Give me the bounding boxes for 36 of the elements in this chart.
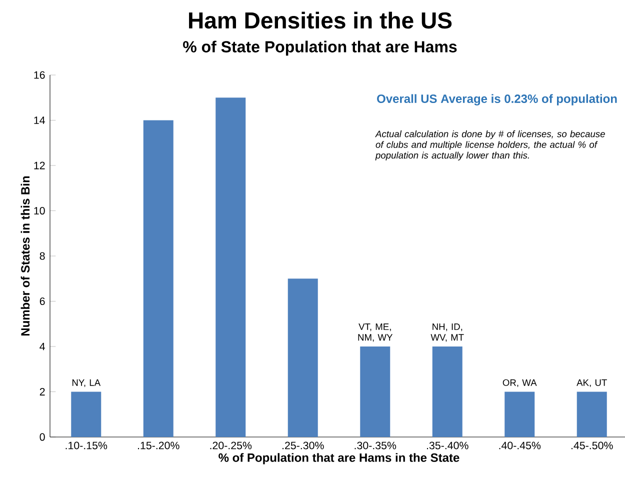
x-tick-label: .10-.15% xyxy=(66,442,108,450)
x-tick-label: .40-.45% xyxy=(499,442,541,450)
annotation: AK, UT xyxy=(576,379,607,388)
annotation: OR, WA xyxy=(502,379,537,388)
bar xyxy=(71,392,102,437)
y-axis-title: Number of States in this Bin xyxy=(20,176,30,336)
y-tick-label: 4 xyxy=(40,342,45,350)
y-tick-label: 6 xyxy=(40,297,45,306)
annotation: NY, LA xyxy=(72,379,101,388)
annotation: NH, ID, WV, MT xyxy=(430,324,464,342)
bar xyxy=(360,346,390,437)
annotation: VT, ME, NM, WY xyxy=(358,324,393,342)
bar xyxy=(504,392,535,437)
annotation: Actual calculation is done by # of licenses, so because of clubs and multiple license holders, the actual % of population is actually lower than this. xyxy=(375,130,605,160)
bar xyxy=(576,392,607,437)
bar xyxy=(143,120,174,437)
y-tick-label: 8 xyxy=(40,252,45,260)
bar xyxy=(432,346,462,437)
x-tick-label: .25-.30% xyxy=(282,442,324,450)
chart-title: Ham Densities in the US xyxy=(189,12,452,29)
x-axis-title: % of Population that are Hams in the State xyxy=(218,453,460,464)
x-tick-label: .20-.25% xyxy=(210,442,252,450)
x-tick-label: .15-.20% xyxy=(138,442,180,450)
y-tick-label: 2 xyxy=(40,388,45,396)
y-tick-label: 14 xyxy=(34,116,45,124)
y-tick-label: 12 xyxy=(34,162,45,170)
x-tick-label: .45-.50% xyxy=(572,442,613,450)
x-tick-label: .30-.35% xyxy=(354,442,396,450)
y-tick-label: 16 xyxy=(34,71,45,79)
x-tick-label: .35-.40% xyxy=(427,442,468,450)
y-tick-label: 0 xyxy=(40,433,45,441)
bar xyxy=(288,278,318,437)
y-tick-label: 10 xyxy=(34,206,45,215)
chart-subtitle: % of State Population that are Hams xyxy=(183,40,457,56)
annotation: Overall US Average is 0.23% of population xyxy=(377,94,617,106)
bar xyxy=(216,98,246,437)
